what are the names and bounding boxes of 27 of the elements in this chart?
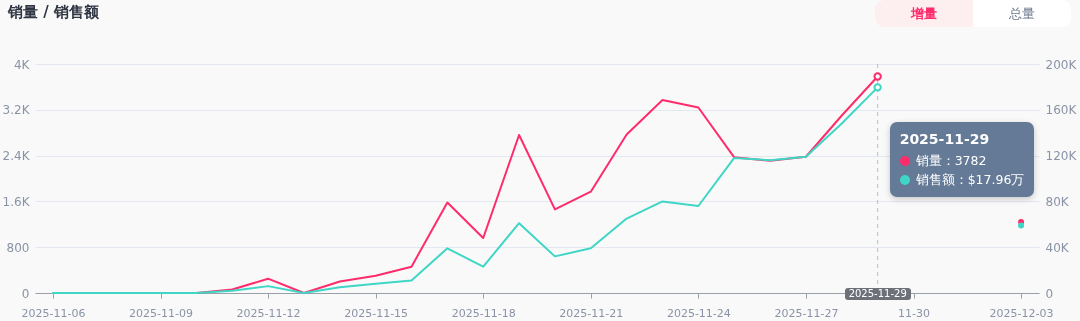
y-tick-label: 2.4K [2, 149, 31, 164]
y-tick-label: 4K [13, 57, 31, 72]
x-tick-label: 2025-11-06 [21, 306, 86, 320]
annotation: 销量：3782 [914, 152, 988, 170]
date-label: 2025-11-29 [844, 288, 911, 300]
y2-tick-label: 0 [1045, 286, 1054, 301]
y2-tick-label: 160K [1045, 103, 1078, 118]
x-tick-label: 2025-12-03 [989, 306, 1054, 320]
x-tick-label: 2025-11-24 [666, 306, 731, 320]
x-tick-label: 2025-11-18 [451, 306, 516, 320]
x-tick-label: 2025-11-12 [236, 306, 301, 320]
x-tick-label: 2025-11-15 [344, 306, 409, 320]
y-tick-label: 3.2K [2, 103, 31, 118]
chart-title: 销量 / 销售额 [8, 3, 99, 22]
y2-tick-label: 40K [1045, 240, 1070, 255]
annotation: 销售额：$17.96万 [914, 171, 1025, 189]
x-tick-label: 2025-11-21 [559, 306, 624, 320]
y2-tick-label: 200K [1045, 57, 1078, 72]
y-tick-label: 1.6K [2, 194, 31, 209]
x-tick-label: 2025-11-27 [774, 306, 839, 320]
y-tick-label: 800 [6, 240, 30, 255]
tooltip: 2025-11-29 销量：3782 销售额：$17.96万 [889, 122, 1035, 197]
y2-tick-label: 120K [1045, 149, 1078, 164]
x-tick-label: 2025-11-09 [129, 306, 193, 320]
x-tick-label: 11-30 [898, 306, 930, 320]
y2-tick-label: 80K [1045, 194, 1070, 209]
y-tick-label: 0 [21, 286, 30, 301]
